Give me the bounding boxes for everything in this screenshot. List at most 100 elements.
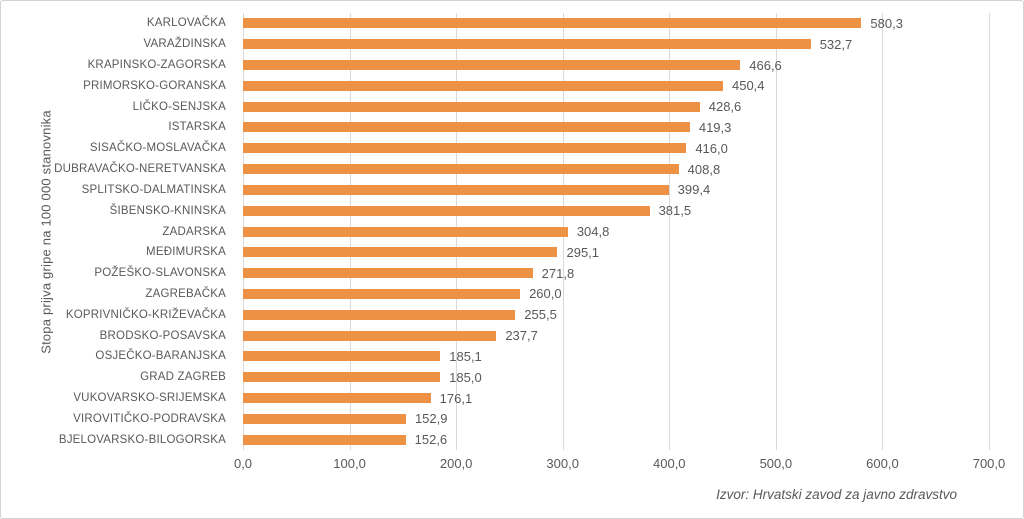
bar-value-label: 295,1	[566, 244, 600, 260]
category-label: LIČKO-SENJSKA	[132, 100, 226, 113]
plot-area: 580,3 532,7 466,6 450,4 428,6 419,3 416,0 408,8…	[243, 13, 990, 450]
category-label: DUBRAVAČKO-NERETVANSKA	[54, 163, 226, 176]
bar	[243, 143, 687, 154]
bar-value-label: 580,3	[870, 15, 903, 31]
bar-value-label: 304,8	[576, 224, 610, 240]
gridline	[669, 13, 671, 450]
bar-row: 466,6	[243, 55, 989, 76]
category-label: VUKOVARSKO-SRIJEMSKA	[73, 392, 226, 405]
category-label: BRODSKO-POSAVSKA	[99, 329, 226, 342]
bar	[243, 309, 516, 320]
bar	[243, 18, 862, 29]
bar-row: 450,4	[243, 75, 989, 96]
gridline	[775, 13, 777, 450]
category-label: ŠIBENSKO-KNINSKA	[109, 204, 226, 217]
bar	[243, 247, 558, 258]
bar-row: 260,0	[243, 284, 989, 305]
category-label: KRAPINSKO-ZAGORSKA	[87, 59, 226, 72]
bar-value-label: 185,0	[449, 369, 482, 385]
bar	[243, 101, 700, 112]
bar	[243, 288, 521, 299]
bar-value-label: 260,0	[529, 286, 562, 302]
category-label: VIROVITIČKO-PODRAVSKA	[73, 412, 226, 425]
bar-row: 152,6	[243, 429, 989, 450]
bar-row: 428,6	[243, 96, 989, 117]
x-tick-label: 400,0	[653, 456, 686, 471]
category-label: SISAČKO-MOSLAVAČKA	[89, 142, 226, 155]
bar	[243, 372, 441, 383]
bar-row: 381,5	[243, 200, 989, 221]
category-label: KARLOVAČKA	[146, 17, 226, 30]
category-label: BJELOVARSKO-BILOGORSKA	[58, 433, 226, 446]
bar-row: 399,4	[243, 180, 989, 201]
bar-row: 580,3	[243, 13, 989, 34]
bar	[243, 205, 650, 216]
bar-row: 237,7	[243, 325, 989, 346]
bar-row: 416,0	[243, 138, 989, 159]
bar-series: 580,3 532,7 466,6 450,4 428,6 419,3 416,0 408,8…	[243, 13, 989, 450]
bar-value-label: 399,4	[677, 182, 711, 198]
bar-row: 176,1	[243, 388, 989, 409]
bar-value-label: 416,0	[695, 140, 728, 156]
bar-value-label: 152,9	[414, 411, 448, 427]
bar	[243, 164, 679, 175]
bar	[243, 393, 431, 404]
bar-row: 185,0	[243, 367, 989, 388]
bar-row: 532,7	[243, 34, 989, 55]
bar-value-label: 176,1	[439, 390, 473, 406]
x-tick-label: 300,0	[546, 456, 579, 471]
category-label: OSJEČKO-BARANJSKA	[95, 350, 226, 363]
bar-row: 419,3	[243, 117, 989, 138]
bar-row: 152,9	[243, 408, 989, 429]
bar-value-label: 450,4	[731, 78, 765, 94]
bar	[243, 39, 811, 50]
bar	[243, 122, 690, 133]
bar-row: 304,8	[243, 221, 989, 242]
bar-value-label: 419,3	[698, 119, 732, 135]
bar-value-label: 185,1	[449, 348, 482, 364]
x-tick-label: 700,0	[972, 456, 1006, 471]
x-tick-label: 0,0	[233, 456, 253, 471]
category-label: GRAD ZAGREB	[140, 371, 226, 384]
bar	[243, 413, 406, 424]
bar-value-label: 381,5	[658, 203, 692, 219]
gridline	[989, 13, 990, 450]
x-axis-tick-labels: 0,0 100,0 200,0 300,0 400,0 500,0 600,0 700,0	[234, 456, 1005, 474]
bar-value-label: 428,6	[708, 99, 742, 115]
bar-value-label: 271,8	[541, 265, 575, 281]
category-label: VARAŽDINSKA	[143, 38, 226, 51]
bar	[243, 434, 406, 445]
x-tick-label: 200,0	[439, 456, 473, 471]
bar	[243, 226, 568, 237]
bar	[243, 351, 441, 362]
category-label: PRIMORSKO-GORANSKA	[83, 79, 226, 92]
bar-value-label: 408,8	[687, 161, 721, 177]
bar	[243, 268, 533, 279]
bar	[243, 184, 669, 195]
category-label: ISTARSKA	[168, 121, 226, 134]
bar	[243, 330, 497, 341]
bar-row: 255,5	[243, 304, 989, 325]
bar-value-label: 255,5	[524, 307, 557, 323]
category-axis-labels: KARLOVAČKA VARAŽDINSKA KRAPINSKO-ZAGORSKA P…	[1, 13, 235, 450]
bar-value-label: 466,6	[749, 57, 782, 73]
bar	[243, 60, 741, 71]
bar	[243, 80, 723, 91]
bar-value-label: 237,7	[505, 328, 538, 344]
bar-row: 295,1	[243, 242, 989, 263]
x-tick-label: 500,0	[759, 456, 793, 471]
bar-row: 271,8	[243, 263, 989, 284]
bar-value-label: 152,6	[414, 432, 448, 448]
x-tick-label: 100,0	[333, 456, 366, 471]
category-label: KOPRIVNIČKO-KRIŽEVAČKA	[65, 308, 226, 321]
x-tick-label: 600,0	[866, 456, 899, 471]
bar-value-label: 532,7	[819, 36, 853, 52]
category-label: ZADARSKA	[162, 225, 226, 238]
category-label: MEĐIMURSKA	[146, 246, 226, 259]
gridline	[882, 13, 884, 450]
bar-row: 408,8	[243, 159, 989, 180]
bar-row: 185,1	[243, 346, 989, 367]
category-label: POŽEŠKO-SLAVONSKA	[94, 267, 226, 280]
category-label: SPLITSKO-DALMATINSKA	[81, 183, 226, 196]
